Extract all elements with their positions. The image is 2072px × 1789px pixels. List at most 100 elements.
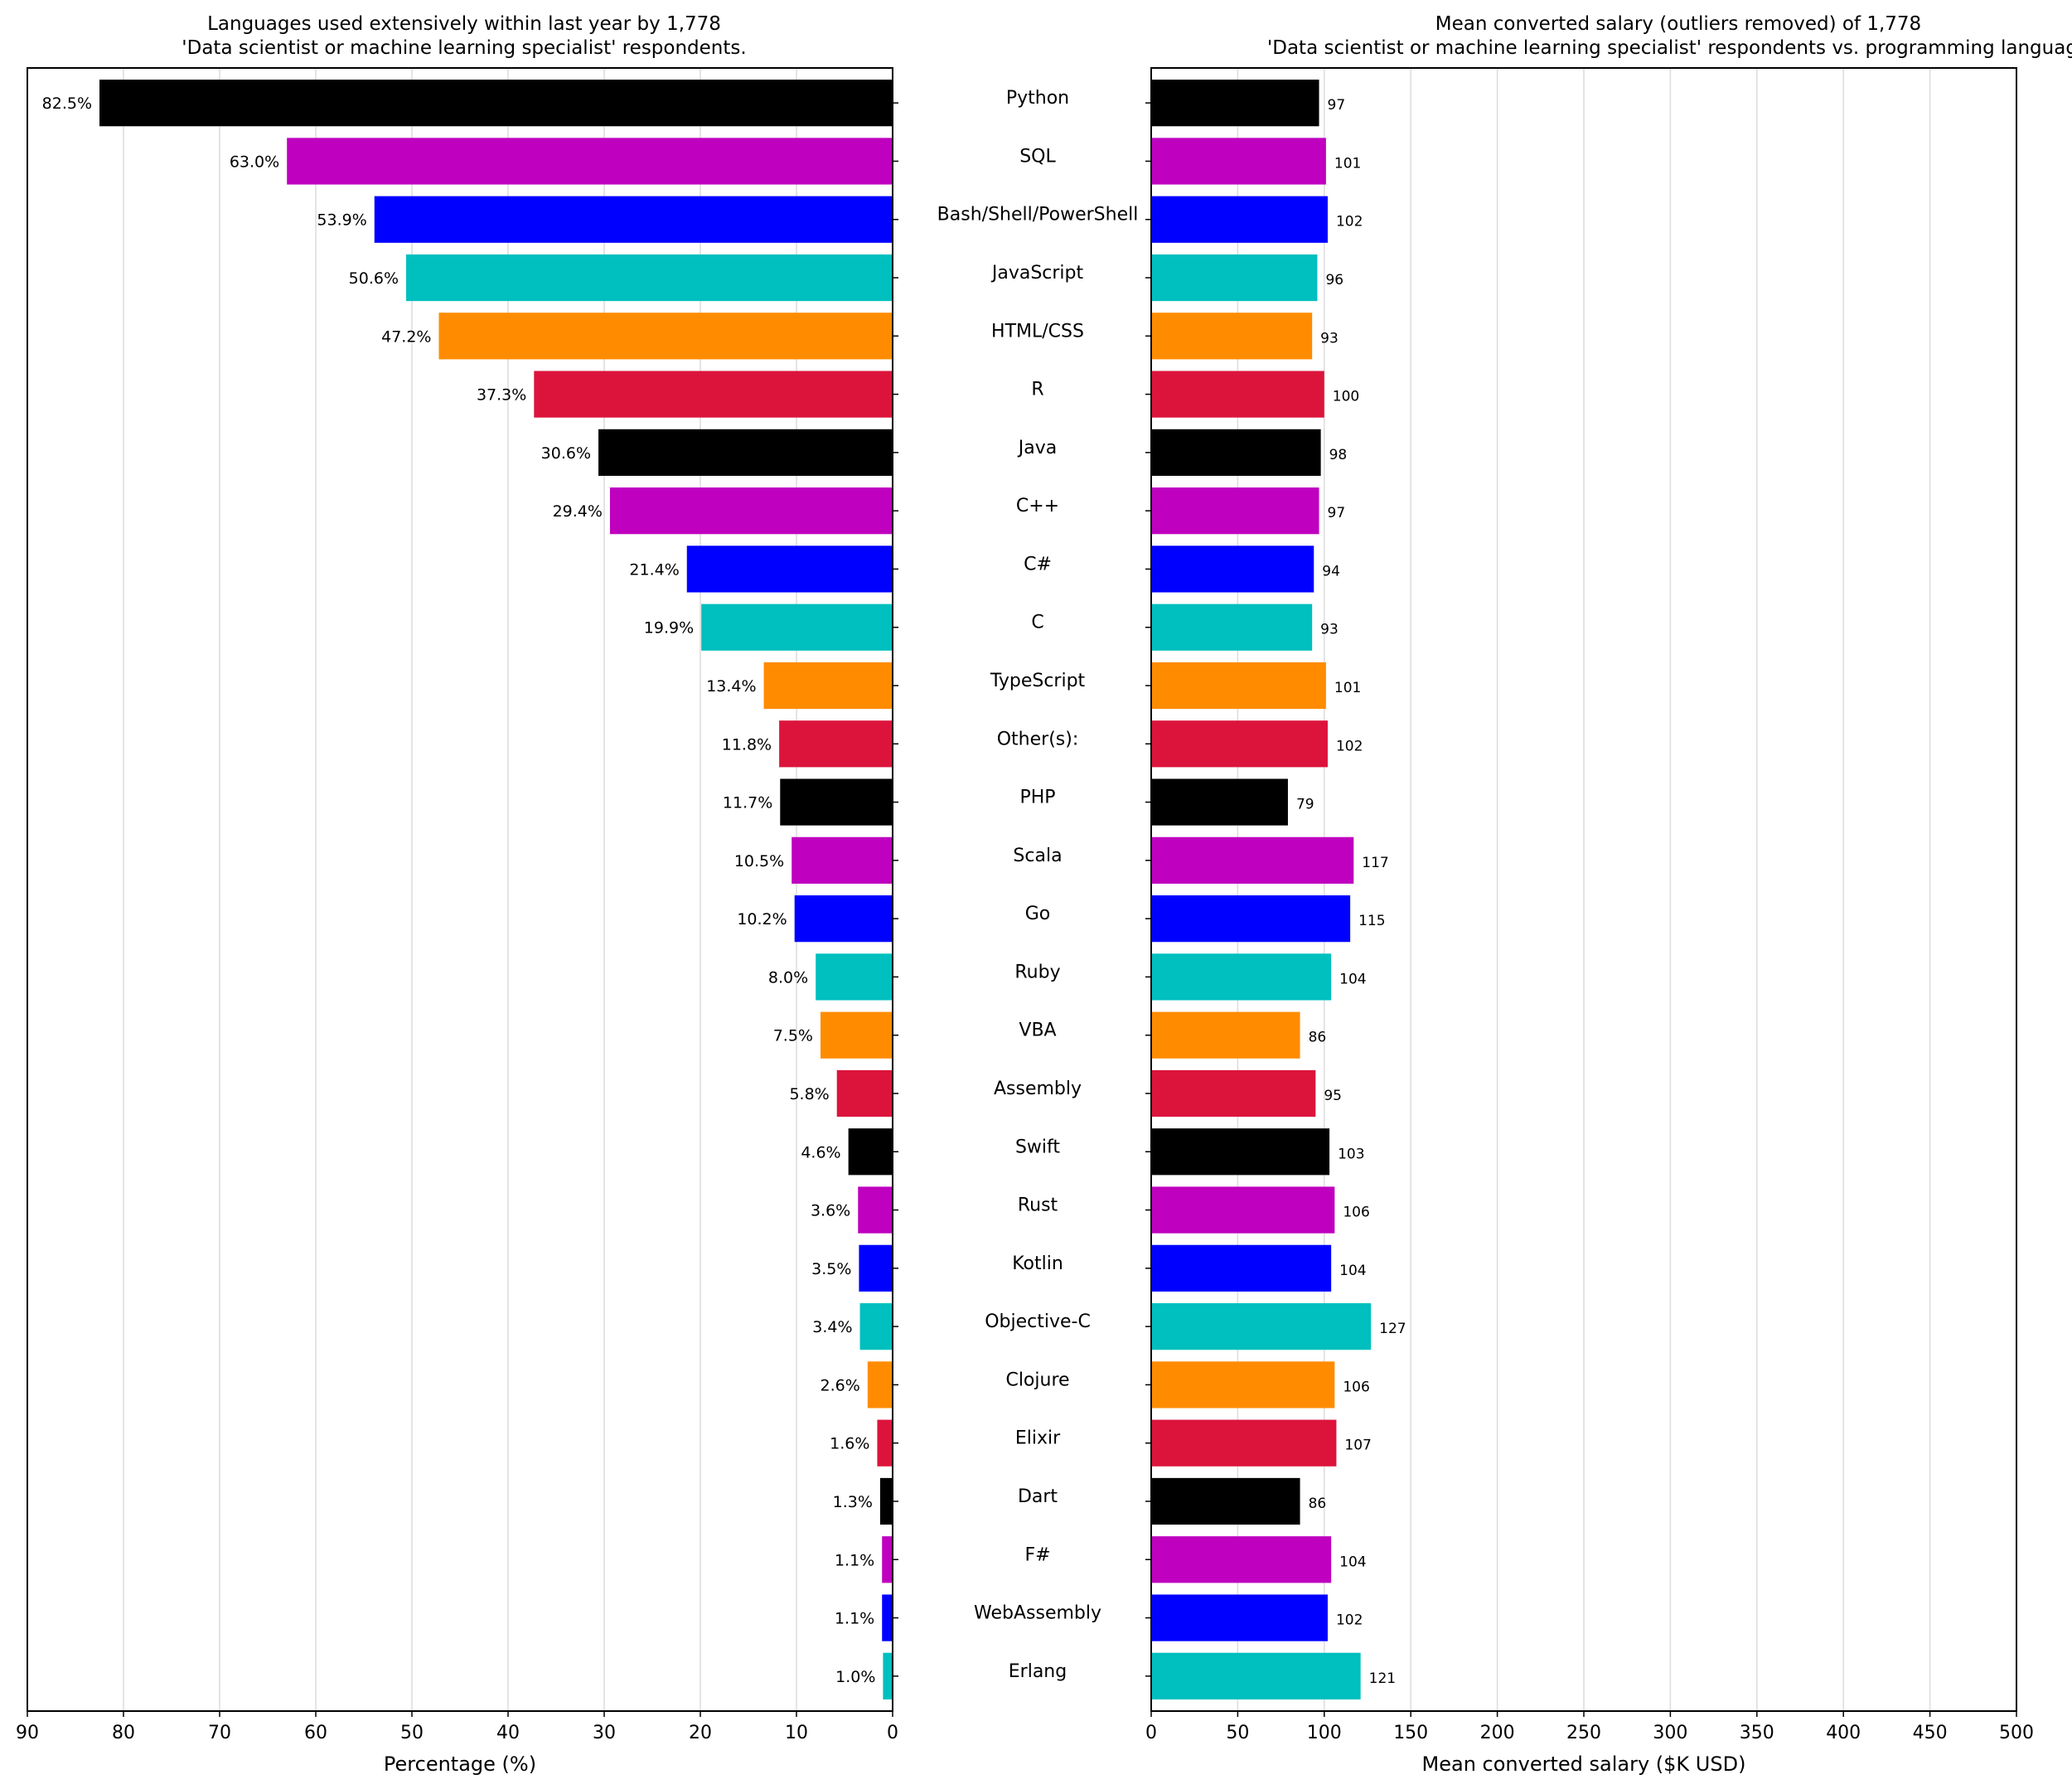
right-bar: [1151, 1128, 1330, 1176]
category-label: WebAssembly: [974, 1603, 1101, 1624]
category-label: Go: [1025, 904, 1051, 924]
category-label: Rust: [1018, 1195, 1058, 1216]
right-xtick-label: 450: [1913, 1723, 1948, 1743]
right-chart-title: Mean converted salary (outliers removed)…: [1267, 13, 2072, 59]
right-bar-value-label: 104: [1339, 971, 1366, 987]
category-label: Assembly: [994, 1079, 1082, 1099]
right-bar: [1151, 604, 1313, 651]
right-xtick-label: 100: [1307, 1723, 1342, 1743]
category-label: C++: [1016, 496, 1059, 516]
left-bar: [792, 836, 893, 884]
left-bar-value-label: 30.6%: [541, 444, 591, 463]
category-label: Clojure: [1005, 1370, 1069, 1390]
right-bar: [1151, 1303, 1372, 1350]
right-bar: [1151, 895, 1351, 943]
left-bar-value-label: 1.6%: [830, 1435, 869, 1453]
left-bar-value-label: 82.5%: [42, 95, 92, 113]
right-bar: [1151, 1011, 1300, 1059]
left-bar-value-label: 19.9%: [644, 619, 694, 638]
left-xtick-label: 90: [16, 1723, 39, 1743]
right-bar-value-label: 98: [1329, 447, 1348, 463]
right-xtick-label: 350: [1740, 1723, 1774, 1743]
right-bar-value-label: 101: [1334, 680, 1361, 696]
right-xtick-label: 500: [1999, 1723, 2034, 1743]
right-bar: [1151, 138, 1326, 185]
right-bar-value-label: 102: [1336, 738, 1363, 754]
left-bar: [882, 1594, 893, 1641]
right-bar-value-label: 96: [1325, 272, 1343, 288]
left-bar-value-label: 7.5%: [773, 1027, 813, 1045]
left-bar: [99, 80, 893, 127]
category-label: SQL: [1019, 146, 1056, 167]
left-bar-value-label: 10.5%: [734, 852, 784, 870]
left-bar: [821, 1011, 893, 1059]
right-bar: [1151, 836, 1354, 884]
right-bar-value-label: 97: [1328, 505, 1346, 521]
right-bar: [1151, 1419, 1337, 1467]
right-bar-value-label: 102: [1336, 1612, 1363, 1629]
left-chart-panel: 82.5% 63.0% 53.9% 50.6% 47.2% 37.3% 30.6% 29.4%…: [16, 13, 898, 1776]
right-bar-value-label: 117: [1362, 855, 1388, 871]
right-bar-value-label: 127: [1379, 1321, 1406, 1337]
right-chart-panel: 97 101 102 96 93 100 98 97 94 93 101 102 79 117 115 104…: [1145, 13, 2072, 1776]
right-bar: [1151, 313, 1313, 360]
left-bar-value-label: 21.4%: [629, 560, 679, 579]
right-chart-title-line: Mean converted salary (outliers removed)…: [1435, 13, 1921, 35]
right-bar: [1151, 1594, 1328, 1641]
left-bar: [879, 1477, 893, 1525]
category-label: Java: [1017, 438, 1057, 458]
right-xtick-label: 50: [1226, 1723, 1249, 1743]
left-bar: [882, 1536, 893, 1583]
right-bar: [1151, 1069, 1316, 1118]
category-label: Dart: [1018, 1486, 1058, 1507]
left-bar-value-label: 1.1%: [835, 1551, 874, 1569]
category-label: F#: [1024, 1544, 1050, 1565]
category-label: JavaScript: [990, 263, 1084, 284]
left-bar: [779, 720, 893, 768]
right-bar-value-label: 79: [1296, 797, 1314, 813]
right-bar-value-label: 95: [1324, 1088, 1342, 1104]
category-label: Objective-C: [985, 1311, 1091, 1332]
right-bar: [1151, 720, 1328, 768]
right-xtick-label: 0: [1145, 1723, 1157, 1743]
right-bar: [1151, 371, 1324, 418]
left-xtick-label: 30: [593, 1723, 616, 1743]
category-label: Scala: [1013, 846, 1062, 866]
right-bar-value-label: 93: [1320, 622, 1339, 638]
left-bar-value-label: 63.0%: [230, 153, 279, 171]
left-plot-frame: [27, 67, 893, 1712]
left-bar-value-label: 2.6%: [821, 1376, 860, 1394]
left-bar-value-label: 3.6%: [811, 1202, 850, 1220]
left-bar: [763, 662, 893, 710]
right-bar: [1151, 953, 1332, 1001]
category-label: R: [1031, 380, 1043, 400]
category-label: VBA: [1019, 1021, 1056, 1041]
right-bar-value-label: 103: [1338, 1146, 1364, 1162]
left-bar: [701, 604, 893, 651]
right-bar-value-label: 97: [1328, 97, 1346, 114]
category-label: Kotlin: [1012, 1253, 1063, 1274]
left-xtick-label: 10: [785, 1723, 808, 1743]
right-bar-value-label: 93: [1320, 330, 1339, 347]
category-label: Swift: [1015, 1137, 1060, 1157]
left-bar: [794, 895, 893, 943]
right-bar-value-label: 106: [1343, 1379, 1369, 1395]
left-bar: [598, 429, 893, 476]
left-xtick-label: 80: [112, 1723, 135, 1743]
left-chart-title-line: 'Data scientist or machine learning spec…: [182, 37, 746, 59]
left-bar-value-label: 5.8%: [789, 1085, 829, 1103]
right-bar: [1151, 1361, 1335, 1408]
right-bar: [1151, 1244, 1332, 1292]
left-bar: [686, 545, 893, 593]
right-bar: [1151, 1536, 1332, 1583]
right-bar: [1151, 196, 1328, 243]
left-x-axis-title: Percentage (%): [384, 1753, 536, 1776]
right-bar: [1151, 662, 1326, 710]
left-bar-value-label: 13.4%: [706, 677, 756, 696]
left-bar: [534, 371, 893, 418]
left-bar-value-label: 8.0%: [768, 968, 808, 987]
right-bar: [1151, 778, 1288, 826]
right-xtick-label: 200: [1480, 1723, 1515, 1743]
left-bar: [438, 313, 893, 360]
